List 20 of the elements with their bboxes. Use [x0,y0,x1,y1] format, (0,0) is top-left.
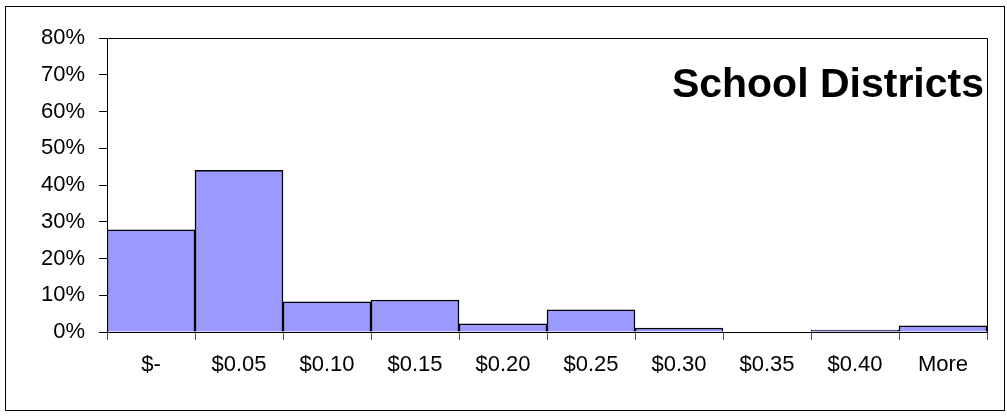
y-tick-label: 40% [40,171,85,197]
y-tick-label: 30% [40,207,85,233]
y-tick-label: 10% [40,281,85,307]
y-tick-label: 70% [40,60,85,86]
x-tick-label: $0.25 [563,351,619,377]
x-tick-label: $0.35 [739,351,795,377]
y-tick-label: 20% [40,244,85,270]
x-tick-label: $- [141,351,161,377]
x-tick-label: $0.15 [387,351,443,377]
x-tick-label: $0.10 [299,351,355,377]
y-tick-label: 50% [40,134,85,160]
x-tick-label: $0.05 [211,351,267,377]
y-tick-label: 60% [40,97,85,123]
x-tick-label: $0.30 [651,351,707,377]
y-tick-label: 0% [53,318,85,344]
x-tick-label: $0.40 [827,351,883,377]
text: School Districts [671,60,984,106]
y-tick-label: 80% [40,24,85,50]
x-tick-label: More [917,351,969,377]
x-tick-label: $0.20 [475,351,531,377]
